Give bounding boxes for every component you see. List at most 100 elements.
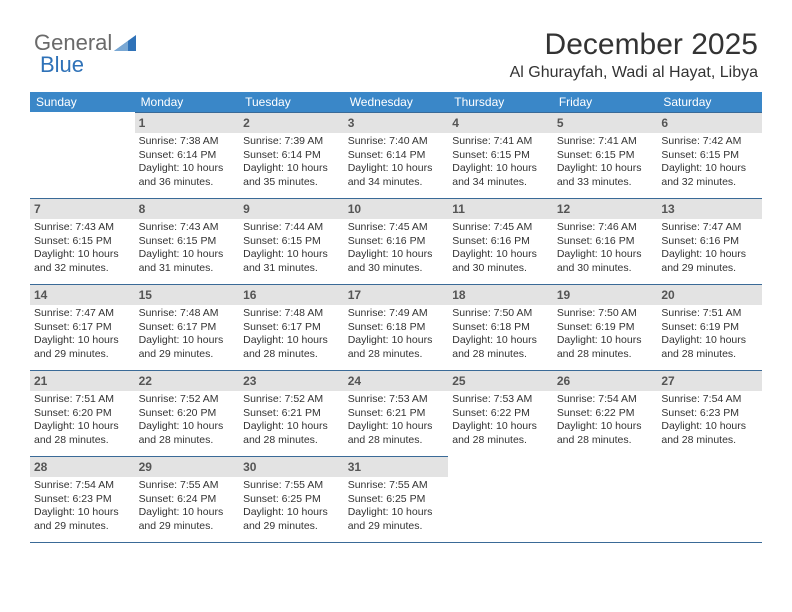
page-title: December 2025 (30, 28, 758, 62)
day-details: Sunrise: 7:38 AMSunset: 6:14 PMDaylight:… (135, 133, 240, 194)
day-number: 12 (557, 202, 570, 216)
day-details: Sunrise: 7:54 AMSunset: 6:23 PMDaylight:… (657, 391, 762, 452)
weekday-header: Monday (135, 92, 240, 112)
location-text: Al Ghurayfah, Wadi al Hayat, Libya (30, 64, 758, 82)
calendar-cell: 24 Sunrise: 7:53 AMSunset: 6:21 PMDayligh… (344, 370, 449, 456)
calendar-cell: 3Sunrise: 7:40 AMSunset: 6:14 PMDaylight… (344, 112, 449, 198)
day-number: 6 (661, 116, 668, 130)
calendar-row: 1 Sunrise: 7:38 AMSunset: 6:14 PMDaylight… (30, 112, 762, 198)
calendar-cell: 15Sunrise: 7:48 AMSunset: 6:17 PMDayligh… (135, 284, 240, 370)
calendar-cell: 23 Sunrise: 7:52 AMSunset: 6:21 PMDayligh… (239, 370, 344, 456)
calendar-cell: 10Sunrise: 7:45 AMSunset: 6:16 PMDayligh… (344, 198, 449, 284)
calendar-cell: 31 Sunrise: 7:55 AMSunset: 6:25 PMDayligh… (344, 456, 449, 542)
day-number: 22 (139, 374, 152, 388)
calendar-row: 28 Sunrise: 7:54 AMSunset: 6:23 PMDayligh… (30, 456, 762, 542)
day-details: Sunrise: 7:50 AMSunset: 6:19 PMDaylight:… (553, 305, 658, 366)
day-number: 7 (34, 202, 41, 216)
day-details: Sunrise: 7:45 AMSunset: 6:16 PMDaylight:… (344, 219, 449, 280)
weekday-header: Friday (553, 92, 658, 112)
day-number: 13 (661, 202, 674, 216)
day-details: Sunrise: 7:54 AMSunset: 6:22 PMDaylight:… (553, 391, 658, 452)
logo-text-b: Blue (40, 52, 84, 77)
day-details: Sunrise: 7:41 AMSunset: 6:15 PMDaylight:… (448, 133, 553, 194)
day-number: 16 (243, 288, 256, 302)
day-number: 28 (34, 460, 47, 474)
calendar-cell: 6 Sunrise: 7:42 AMSunset: 6:15 PMDaylight… (657, 112, 762, 198)
day-details: Sunrise: 7:53 AMSunset: 6:21 PMDaylight:… (344, 391, 449, 452)
calendar-cell: 29 Sunrise: 7:55 AMSunset: 6:24 PMDayligh… (135, 456, 240, 542)
day-number: 23 (243, 374, 256, 388)
day-details: Sunrise: 7:42 AMSunset: 6:15 PMDaylight:… (657, 133, 762, 194)
day-details: Sunrise: 7:55 AMSunset: 6:25 PMDaylight:… (239, 477, 344, 538)
calendar-table: SundayMondayTuesdayWednesdayThursdayFrid… (30, 92, 762, 542)
day-details: Sunrise: 7:41 AMSunset: 6:15 PMDaylight:… (553, 133, 658, 194)
weekday-header: Wednesday (344, 92, 449, 112)
day-number: 9 (243, 202, 250, 216)
day-details: Sunrise: 7:50 AMSunset: 6:18 PMDaylight:… (448, 305, 553, 366)
day-number: 8 (139, 202, 146, 216)
calendar-cell: 4 Sunrise: 7:41 AMSunset: 6:15 PMDaylight… (448, 112, 553, 198)
calendar-cell: 12 Sunrise: 7:46 AMSunset: 6:16 PMDayligh… (553, 198, 658, 284)
day-number: 21 (34, 374, 47, 388)
weekday-header: Tuesday (239, 92, 344, 112)
calendar-cell: 26Sunrise: 7:54 AMSunset: 6:22 PMDayligh… (553, 370, 658, 456)
calendar-cell: 28 Sunrise: 7:54 AMSunset: 6:23 PMDayligh… (30, 456, 135, 542)
day-details: Sunrise: 7:55 AMSunset: 6:24 PMDaylight:… (135, 477, 240, 538)
weekday-header: Saturday (657, 92, 762, 112)
day-number: 1 (139, 116, 146, 130)
calendar-cell: 7 Sunrise: 7:43 AMSunset: 6:15 PMDaylight… (30, 198, 135, 284)
calendar-body: 1 Sunrise: 7:38 AMSunset: 6:14 PMDaylight… (30, 112, 762, 542)
day-number: 31 (348, 460, 361, 474)
day-details: Sunrise: 7:53 AMSunset: 6:22 PMDaylight:… (448, 391, 553, 452)
day-details: Sunrise: 7:39 AMSunset: 6:14 PMDaylight:… (239, 133, 344, 194)
day-number: 5 (557, 116, 564, 130)
calendar-cell: 16 Sunrise: 7:48 AMSunset: 6:17 PMDayligh… (239, 284, 344, 370)
calendar-cell (448, 456, 553, 542)
calendar-cell: 19 Sunrise: 7:50 AMSunset: 6:19 PMDayligh… (553, 284, 658, 370)
calendar-cell: 25 Sunrise: 7:53 AMSunset: 6:22 PMDayligh… (448, 370, 553, 456)
day-details: Sunrise: 7:47 AMSunset: 6:16 PMDaylight:… (657, 219, 762, 280)
day-number: 25 (452, 374, 465, 388)
calendar-cell: 27 Sunrise: 7:54 AMSunset: 6:23 PMDayligh… (657, 370, 762, 456)
calendar-row: 14 Sunrise: 7:47 AMSunset: 6:17 PMDayligh… (30, 284, 762, 370)
calendar-cell (30, 112, 135, 198)
calendar-cell: 22 Sunrise: 7:52 AMSunset: 6:20 PMDayligh… (135, 370, 240, 456)
day-details: Sunrise: 7:43 AMSunset: 6:15 PMDaylight:… (30, 219, 135, 280)
day-details: Sunrise: 7:51 AMSunset: 6:20 PMDaylight:… (30, 391, 135, 452)
weekday-header-row: SundayMondayTuesdayWednesdayThursdayFrid… (30, 92, 762, 112)
day-number: 29 (139, 460, 152, 474)
day-number: 27 (661, 374, 674, 388)
day-number: 24 (348, 374, 361, 388)
day-number: 11 (452, 202, 465, 216)
calendar-cell: 8Sunrise: 7:43 AMSunset: 6:15 PMDaylight… (135, 198, 240, 284)
day-details: Sunrise: 7:46 AMSunset: 6:16 PMDaylight:… (553, 219, 658, 280)
calendar-cell: 14 Sunrise: 7:47 AMSunset: 6:17 PMDayligh… (30, 284, 135, 370)
day-number: 14 (34, 288, 47, 302)
day-number: 20 (661, 288, 674, 302)
day-details: Sunrise: 7:51 AMSunset: 6:19 PMDaylight:… (657, 305, 762, 366)
logo-line2: Blue (40, 52, 84, 78)
day-details: Sunrise: 7:48 AMSunset: 6:17 PMDaylight:… (135, 305, 240, 366)
day-details: Sunrise: 7:40 AMSunset: 6:14 PMDaylight:… (344, 133, 449, 194)
day-details: Sunrise: 7:44 AMSunset: 6:15 PMDaylight:… (239, 219, 344, 280)
calendar-cell: 30Sunrise: 7:55 AMSunset: 6:25 PMDayligh… (239, 456, 344, 542)
calendar-cell: 13 Sunrise: 7:47 AMSunset: 6:16 PMDayligh… (657, 198, 762, 284)
weekday-header: Thursday (448, 92, 553, 112)
calendar-cell: 17Sunrise: 7:49 AMSunset: 6:18 PMDayligh… (344, 284, 449, 370)
calendar-cell: 5 Sunrise: 7:41 AMSunset: 6:15 PMDaylight… (553, 112, 658, 198)
day-details: Sunrise: 7:52 AMSunset: 6:20 PMDaylight:… (135, 391, 240, 452)
calendar-row: 21 Sunrise: 7:51 AMSunset: 6:20 PMDayligh… (30, 370, 762, 456)
calendar-cell: 1 Sunrise: 7:38 AMSunset: 6:14 PMDaylight… (135, 112, 240, 198)
calendar-cell: 20 Sunrise: 7:51 AMSunset: 6:19 PMDayligh… (657, 284, 762, 370)
day-details: Sunrise: 7:55 AMSunset: 6:25 PMDaylight:… (344, 477, 449, 538)
day-details: Sunrise: 7:52 AMSunset: 6:21 PMDaylight:… (239, 391, 344, 452)
day-details: Sunrise: 7:48 AMSunset: 6:17 PMDaylight:… (239, 305, 344, 366)
day-number: 17 (348, 288, 361, 302)
day-number: 4 (452, 116, 459, 130)
day-number: 19 (557, 288, 570, 302)
day-details: Sunrise: 7:54 AMSunset: 6:23 PMDaylight:… (30, 477, 135, 538)
calendar-cell: 11Sunrise: 7:45 AMSunset: 6:16 PMDayligh… (448, 198, 553, 284)
bottom-rule (30, 542, 762, 543)
day-details: Sunrise: 7:47 AMSunset: 6:17 PMDaylight:… (30, 305, 135, 366)
calendar-cell (553, 456, 658, 542)
